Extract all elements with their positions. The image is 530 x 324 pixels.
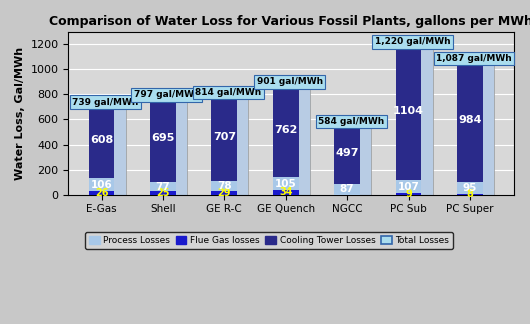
Bar (89, 102, 114, 178)
Bar (396, 42, 421, 180)
Text: 9: 9 (405, 189, 412, 199)
Text: 1,220 gal/MWh: 1,220 gal/MWh (375, 38, 450, 46)
Y-axis label: Water Loss, Gal/MWh: Water Loss, Gal/MWh (15, 47, 25, 180)
Text: 106: 106 (91, 180, 112, 190)
Text: 584 gal/MWh: 584 gal/MWh (318, 117, 384, 126)
Bar (216, 93, 249, 194)
Bar (401, 42, 432, 194)
Text: 695: 695 (151, 133, 175, 143)
Title: Comparison of Water Loss for Various Fossil Plants, gallons per MWh: Comparison of Water Loss for Various Fos… (49, 15, 530, 28)
Bar (94, 102, 126, 194)
Text: 107: 107 (398, 182, 420, 192)
Bar (273, 177, 299, 190)
Bar (334, 122, 360, 184)
Text: 1,087 gal/MWh: 1,087 gal/MWh (436, 54, 512, 63)
Text: 984: 984 (458, 115, 482, 125)
Text: 78: 78 (217, 181, 232, 191)
Text: 25: 25 (156, 188, 170, 198)
Bar (339, 122, 371, 194)
Text: 87: 87 (340, 184, 355, 194)
Bar (273, 190, 299, 194)
Text: 29: 29 (218, 188, 231, 198)
Text: 814 gal/MWh: 814 gal/MWh (195, 88, 261, 97)
Bar (150, 95, 176, 182)
Bar (457, 182, 483, 193)
Legend: Process Losses, Flue Gas losses, Cooling Tower Losses, Total Losses: Process Losses, Flue Gas losses, Cooling… (85, 232, 453, 249)
Text: 739 gal/MWh: 739 gal/MWh (73, 98, 139, 107)
Bar (457, 193, 483, 194)
Text: 26: 26 (95, 188, 108, 198)
Text: 34: 34 (279, 187, 293, 197)
Bar (396, 193, 421, 194)
Bar (273, 82, 299, 177)
Bar (396, 180, 421, 193)
Text: 608: 608 (90, 135, 113, 145)
Bar (457, 59, 483, 182)
Bar (150, 191, 176, 194)
Bar (211, 181, 237, 191)
Text: 497: 497 (335, 147, 359, 157)
Text: 901 gal/MWh: 901 gal/MWh (257, 77, 323, 87)
Text: 797 gal/MWh: 797 gal/MWh (134, 90, 200, 99)
Bar (150, 182, 176, 191)
Bar (334, 184, 360, 194)
Bar (211, 191, 237, 194)
Text: 762: 762 (274, 124, 297, 134)
Bar (89, 178, 114, 191)
Text: 707: 707 (213, 132, 236, 142)
Bar (89, 191, 114, 194)
Bar (462, 59, 494, 194)
Text: 8: 8 (466, 189, 473, 199)
Text: 1104: 1104 (393, 106, 424, 116)
Bar (278, 82, 310, 194)
Text: 77: 77 (156, 181, 170, 191)
Text: 105: 105 (275, 179, 297, 189)
Text: 95: 95 (463, 183, 477, 192)
Bar (211, 93, 237, 181)
Bar (155, 95, 187, 194)
